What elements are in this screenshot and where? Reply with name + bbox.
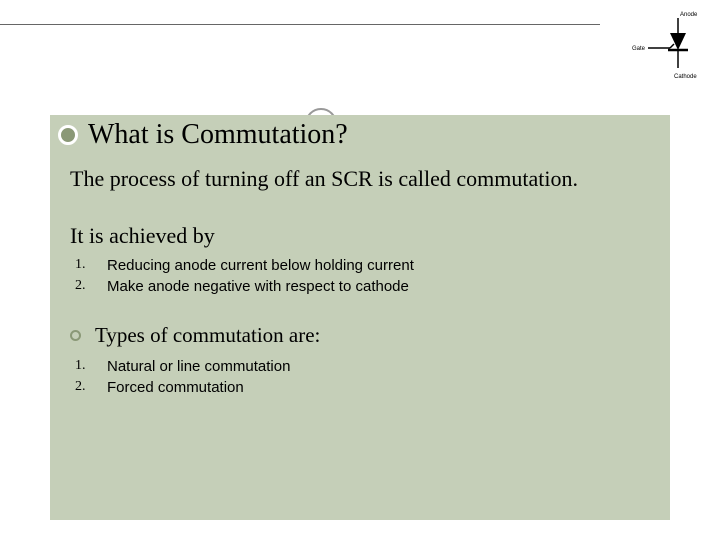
gate-label: Gate	[632, 46, 646, 52]
content-area: The process of turning off an SCR is cal…	[50, 155, 670, 520]
types-row: Types of commutation are:	[70, 323, 650, 348]
slide-title: What is Commutation?	[88, 119, 348, 151]
top-divider	[0, 24, 600, 25]
intro-paragraph: The process of turning off an SCR is cal…	[70, 165, 650, 193]
hollow-bullet-icon	[70, 330, 81, 341]
types-label: Types of commutation are:	[95, 323, 320, 348]
scr-symbol-diagram: Anode Gate Cathode	[630, 8, 705, 88]
cathode-label: Cathode	[674, 74, 697, 80]
anode-label: Anode	[680, 12, 698, 18]
list-item: 1.Reducing anode current below holding c…	[75, 257, 650, 274]
list-item: 2.Forced commutation	[75, 379, 650, 396]
list-item: 1.Natural or line commutation	[75, 358, 650, 375]
types-list: 1.Natural or line commutation 2.Forced c…	[70, 358, 650, 396]
achieved-by-label: It is achieved by	[70, 223, 650, 249]
title-bullet-icon	[58, 125, 78, 145]
list-item: 2.Make anode negative with respect to ca…	[75, 278, 650, 295]
achieved-by-list: 1.Reducing anode current below holding c…	[70, 257, 650, 295]
title-band: What is Commutation?	[50, 115, 670, 155]
